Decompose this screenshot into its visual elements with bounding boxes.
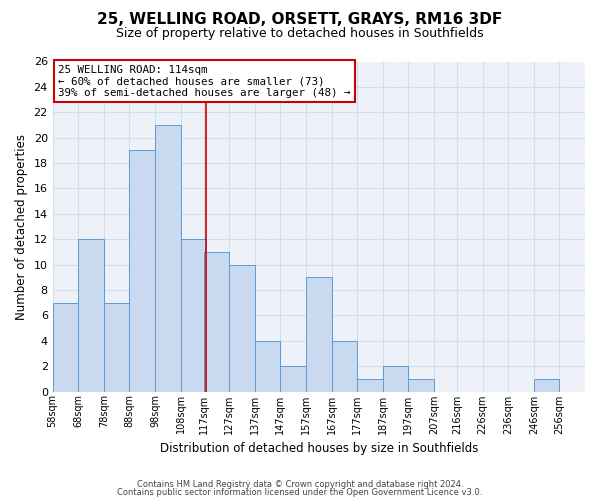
- Bar: [255, 340, 280, 392]
- Text: 25, WELLING ROAD, ORSETT, GRAYS, RM16 3DF: 25, WELLING ROAD, ORSETT, GRAYS, RM16 3D…: [97, 12, 503, 28]
- Bar: [357, 379, 383, 392]
- Bar: [229, 264, 255, 392]
- Text: Size of property relative to detached houses in Southfields: Size of property relative to detached ho…: [116, 28, 484, 40]
- Bar: [306, 278, 332, 392]
- Bar: [203, 252, 229, 392]
- Text: 25 WELLING ROAD: 114sqm
← 60% of detached houses are smaller (73)
39% of semi-de: 25 WELLING ROAD: 114sqm ← 60% of detache…: [58, 65, 350, 98]
- Bar: [280, 366, 306, 392]
- Text: Contains public sector information licensed under the Open Government Licence v3: Contains public sector information licen…: [118, 488, 482, 497]
- Bar: [104, 302, 130, 392]
- Bar: [534, 379, 559, 392]
- Bar: [78, 239, 104, 392]
- Bar: [53, 302, 78, 392]
- X-axis label: Distribution of detached houses by size in Southfields: Distribution of detached houses by size …: [160, 442, 478, 455]
- Bar: [409, 379, 434, 392]
- Bar: [332, 340, 357, 392]
- Bar: [155, 125, 181, 392]
- Y-axis label: Number of detached properties: Number of detached properties: [15, 134, 28, 320]
- Text: Contains HM Land Registry data © Crown copyright and database right 2024.: Contains HM Land Registry data © Crown c…: [137, 480, 463, 489]
- Bar: [383, 366, 409, 392]
- Bar: [181, 239, 206, 392]
- Bar: [130, 150, 155, 392]
